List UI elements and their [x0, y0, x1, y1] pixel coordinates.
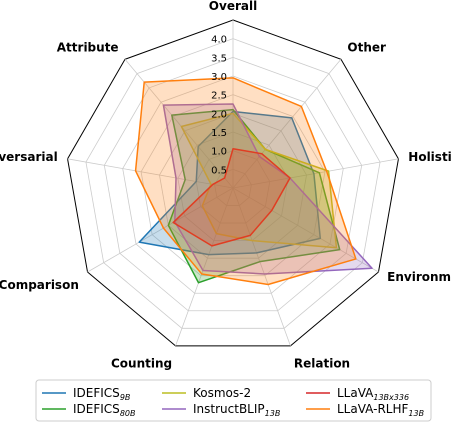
- axis-label: Comparison: [0, 278, 79, 292]
- legend-label: LLaVA-RLHF13B: [337, 402, 424, 418]
- tick-label: 2.0: [211, 109, 227, 120]
- tick-label: 4.0: [211, 35, 227, 46]
- series-area: [180, 112, 338, 249]
- tick-label: 3.5: [211, 53, 227, 64]
- axis-label: Other: [347, 41, 386, 55]
- series-area: [138, 110, 322, 256]
- tick-label: 2.5: [211, 91, 227, 102]
- radial-tick-labels: 0.5 1.0 1.5 2.0 2.5 3.0 3.5 4.0: [211, 35, 227, 177]
- grid-spoke: [232, 158, 399, 189]
- axis-label: Overall: [209, 0, 257, 13]
- axis-label: Attribute: [57, 41, 119, 55]
- grid-spoke: [67, 158, 234, 189]
- axis-label: Adversarial: [0, 150, 58, 164]
- grid-spoke: [87, 187, 234, 273]
- tick-label: 0.5: [211, 165, 227, 176]
- axis-labels: Overall Other Holistic Environment Relation C…: [0, 0, 451, 370]
- grid-spoke: [175, 187, 234, 347]
- grid-ring: [140, 94, 326, 277]
- legend-label: LLaVA13Bx336: [337, 386, 409, 402]
- grid-spoke: [124, 59, 234, 189]
- grid-ring: [195, 150, 271, 224]
- tick-label: 1.0: [211, 147, 227, 158]
- legend-label: IDEFICS9B: [73, 386, 130, 402]
- grid-ring: [122, 75, 344, 294]
- grid-ring: [85, 38, 381, 329]
- legend-label: InstructBLIP13B: [193, 402, 280, 418]
- axis-label: Relation: [294, 356, 350, 370]
- legend-frame: [35, 379, 432, 422]
- grid-spoke: [232, 187, 291, 347]
- series-area: [162, 103, 373, 275]
- axis-label: Holistic: [408, 150, 451, 164]
- grid-ring: [214, 168, 252, 206]
- radar-grid: [67, 19, 399, 347]
- series-area: [134, 77, 357, 286]
- grid-spoke: [232, 187, 379, 273]
- grid-ring: [103, 56, 363, 312]
- tick-label: 1.5: [211, 128, 227, 139]
- axis-label: Counting: [111, 356, 172, 370]
- tick-label: 3.0: [211, 72, 227, 83]
- axis-label: Environment: [387, 270, 451, 284]
- series-area: [172, 148, 291, 247]
- grid-spoke: [232, 59, 342, 189]
- radar-series: [134, 77, 373, 286]
- legend-label: Kosmos-2: [193, 386, 251, 400]
- outer-frame: [67, 19, 399, 347]
- legend-label: IDEFICS80B: [73, 402, 135, 418]
